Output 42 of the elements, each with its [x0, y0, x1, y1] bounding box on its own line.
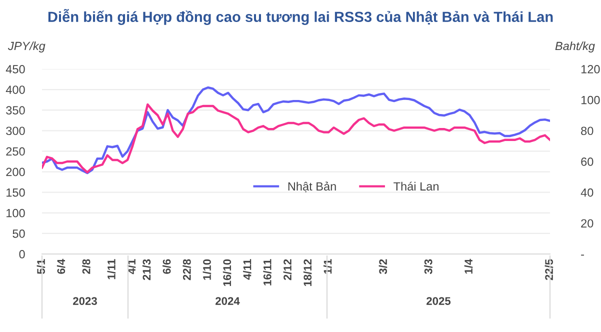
legend-label: Nhật Bản [288, 182, 336, 192]
x-tick-label: 1/4 [464, 258, 473, 274]
chart-title: Diễn biến giá Hợp đồng cao su tương lai RSS3 của Nhật Bản và Thái Lan [48, 9, 553, 25]
line-series [42, 86, 550, 174]
x-tick-label: 22/8 [182, 259, 191, 280]
x-tick-label: 2/12 [283, 259, 292, 280]
text: 2024 [216, 297, 240, 305]
y-tick-label: 450 [6, 65, 25, 74]
line-series [42, 103, 550, 174]
legend-label: Thái Lan [394, 182, 438, 191]
y-axis-title: JPY/kg [8, 42, 46, 53]
text: 2025 [426, 297, 451, 305]
x-tick-label: 3/3 [424, 259, 432, 274]
y2-tick-label: 80 [581, 126, 594, 136]
y-tick-label: 300 [6, 126, 25, 136]
y-tick-label: 200 [6, 168, 25, 176]
y-tick-label: 150 [6, 188, 25, 197]
y-tick-label: 50 [12, 229, 25, 238]
y2-tick-label: 100 [581, 96, 600, 104]
x-tick-label: 3/2 [378, 259, 388, 274]
x-tick-label: 6/6 [162, 259, 171, 274]
x-tick-label: 6/4 [56, 258, 66, 274]
y2-tick-label: 120 [581, 65, 600, 74]
x-tick-label: 2/8 [82, 259, 90, 274]
y-tick-label: 100 [6, 208, 25, 218]
y2-tick-label: 60 [581, 158, 594, 166]
y-tick-label: 0 [19, 250, 25, 258]
y-tick-label: 350 [6, 106, 25, 115]
x-tick-label: 1/11 [107, 259, 116, 280]
x-tick-label: 4/11 [243, 259, 252, 280]
y2-axis-title: Baht/kg [555, 42, 595, 53]
x-tick-label: 18/12 [303, 259, 312, 286]
y2-tick-label: - [581, 254, 584, 256]
x-tick-label: 1/10 [202, 259, 212, 280]
y2-tick-label: 20 [581, 219, 594, 228]
x-tick-label: 21/3 [142, 259, 151, 280]
y-tick-label: 250 [6, 147, 25, 156]
x-tick-label: 16/10 [222, 259, 232, 286]
text: 2023 [73, 297, 97, 305]
y-tick-label: 400 [6, 86, 25, 94]
x-tick-label: 16/11 [263, 259, 272, 286]
y2-tick-label: 40 [580, 188, 594, 197]
